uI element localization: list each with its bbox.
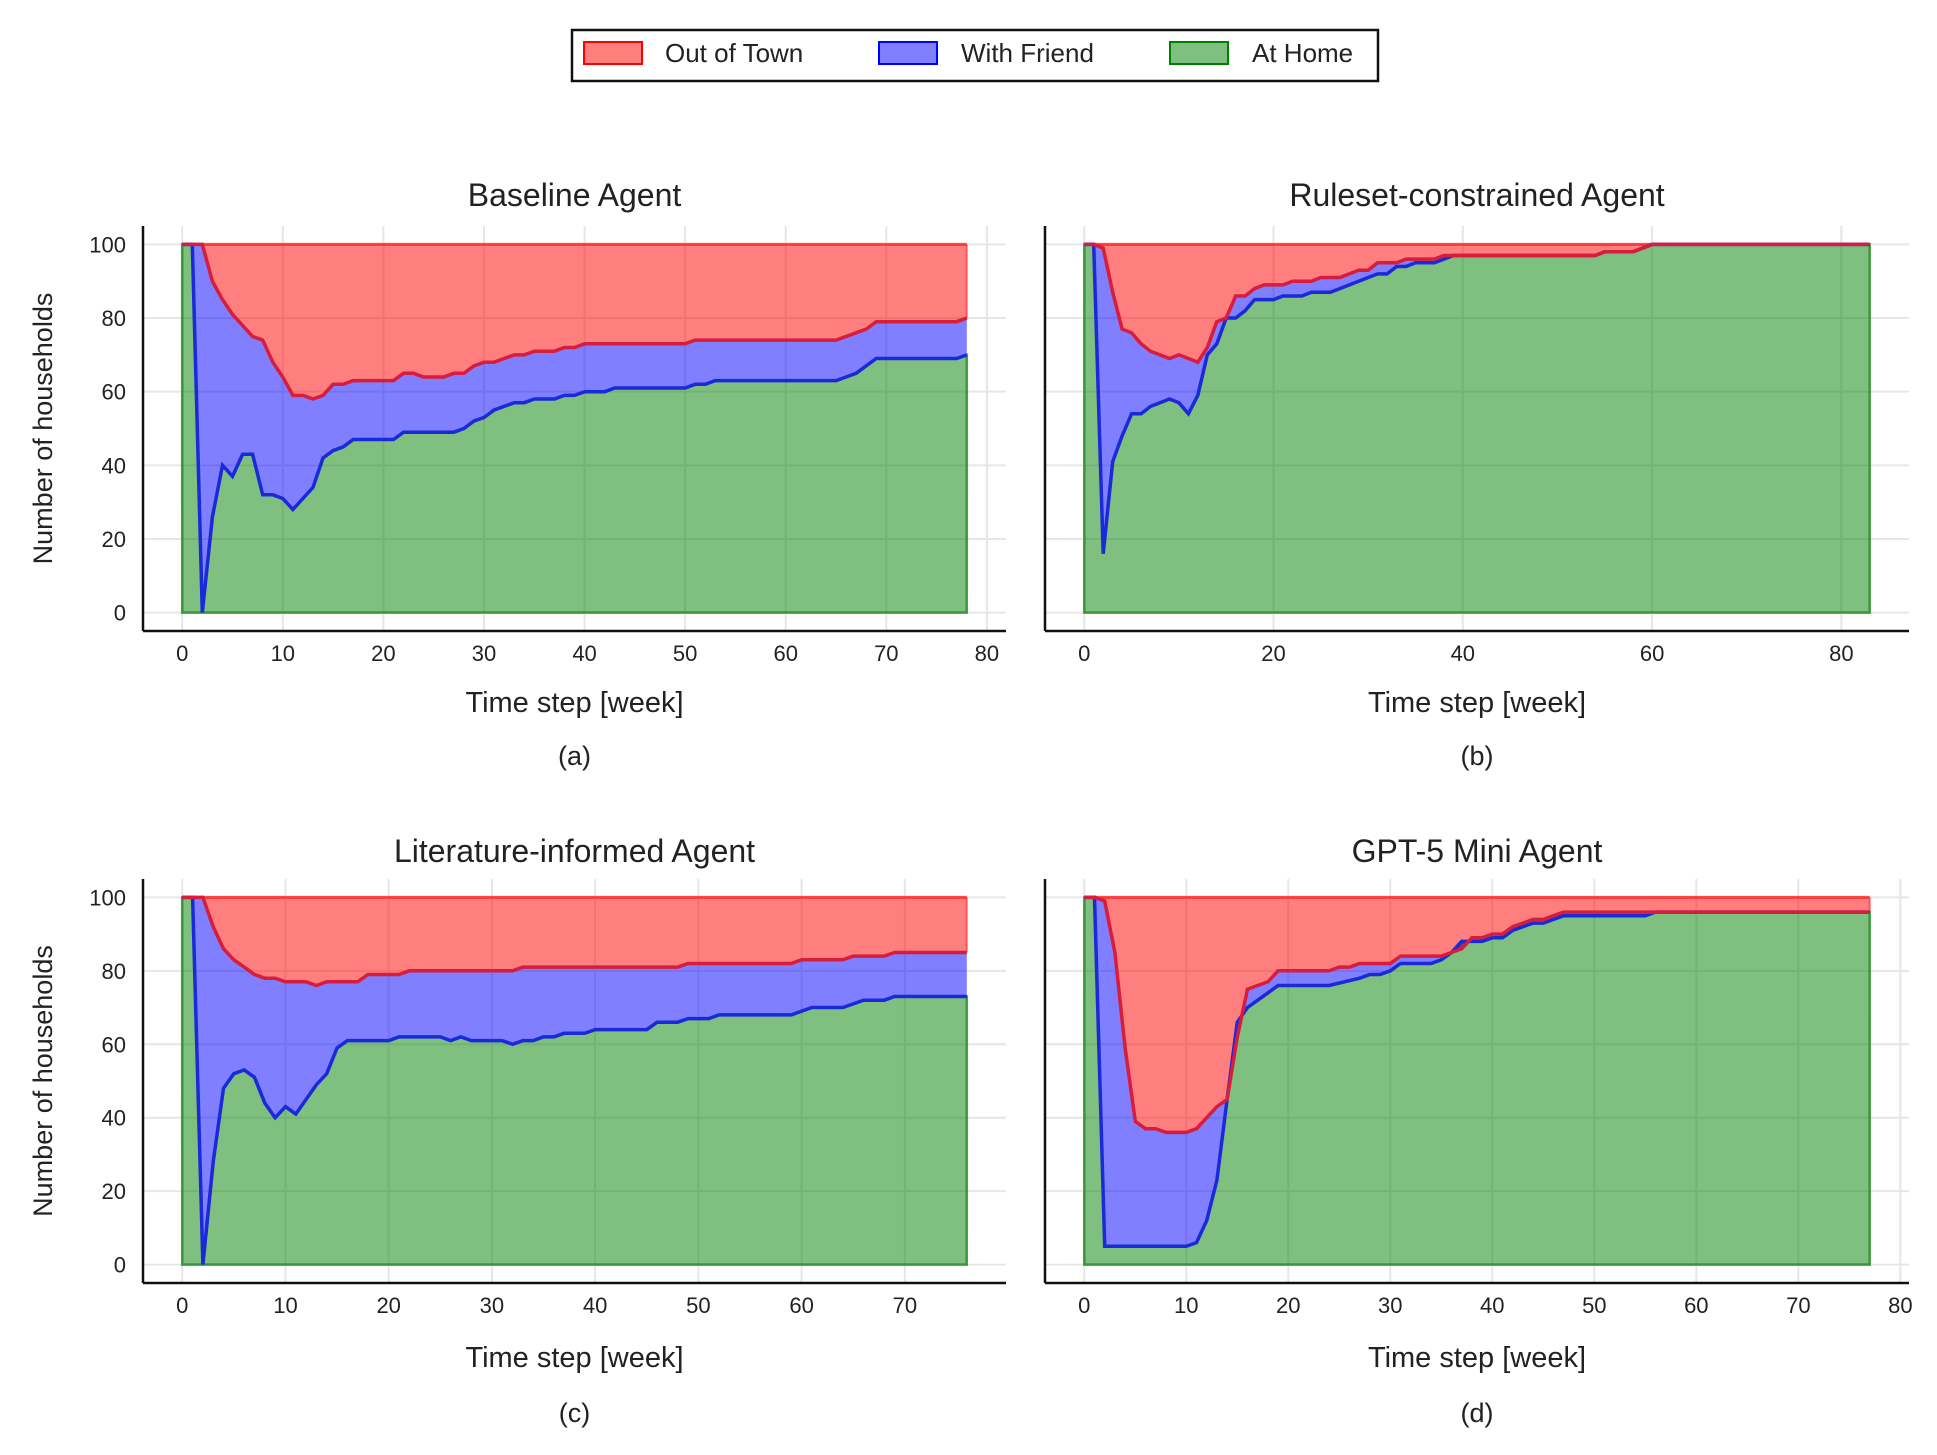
x-tick-label: 10 — [1174, 1293, 1198, 1318]
x-tick-label: 80 — [1829, 641, 1853, 666]
legend-swatch-at-home — [1169, 41, 1229, 65]
line-at-home — [182, 895, 967, 1265]
x-tick-label: 30 — [1378, 1293, 1402, 1318]
x-tick-label: 30 — [472, 641, 496, 666]
chart-panel-c: 0 10 20 30 40 50 60 70 0 20 40 60 80 100 Number of hou… — [28, 833, 1006, 1428]
x-tick-label: 60 — [773, 641, 797, 666]
y-tick-label: 80 — [102, 306, 126, 331]
x-tick-label: 80 — [975, 641, 999, 666]
chart-title: Literature-informed Agent — [394, 833, 755, 869]
legend-label-out-of-town: Out of Town — [665, 38, 803, 68]
y-tick-label: 60 — [102, 1032, 126, 1057]
x-tick-label: 70 — [874, 641, 898, 666]
line-at-home — [182, 242, 968, 613]
line-at-home — [1084, 242, 1870, 554]
x-tick-label: 70 — [1786, 1293, 1810, 1318]
area-out-of-town — [1084, 244, 1870, 363]
x-axis-label: Time step [week] — [1368, 1342, 1586, 1374]
line-with-friend-top — [1084, 895, 1870, 1135]
x-tick-label: 0 — [176, 1293, 188, 1318]
x-tick-label: 40 — [583, 1293, 607, 1318]
chart-title: GPT-5 Mini Agent — [1352, 833, 1603, 869]
chart-panel-b: 0 20 40 60 80 Ruleset-constrained Agent Time s… — [1043, 177, 1909, 771]
line-with-friend-top — [1084, 242, 1870, 365]
x-tick-label: 0 — [1078, 1293, 1090, 1318]
chart-title: Ruleset-constrained Agent — [1289, 177, 1664, 213]
area-out-of-town — [1084, 897, 1870, 1133]
legend: Out of Town With Friend At Home — [570, 28, 1380, 83]
x-tick-label: 20 — [1261, 641, 1285, 666]
y-tick-label: 40 — [102, 453, 126, 478]
x-tick-label: 10 — [271, 641, 295, 666]
y-tick-label: 0 — [114, 601, 126, 626]
x-tick-label: 30 — [480, 1293, 504, 1318]
x-tick-label: 10 — [273, 1293, 297, 1318]
area-out-of-town — [182, 244, 967, 399]
x-tick-label: 0 — [1078, 641, 1090, 666]
x-tick-label: 20 — [376, 1293, 400, 1318]
x-axis-label: Time step [week] — [465, 1342, 683, 1374]
y-tick-label: 100 — [89, 885, 126, 910]
chart-panel-a: 0 10 20 30 40 50 60 70 80 0 20 40 60 80 100 Number of h… — [28, 177, 1006, 771]
line-with-friend-top — [182, 895, 967, 988]
x-tick-label: 40 — [572, 641, 596, 666]
x-tick-label: 70 — [893, 1293, 917, 1318]
x-tick-label: 20 — [371, 641, 395, 666]
y-tick-label: 60 — [102, 380, 126, 405]
x-tick-label: 50 — [686, 1293, 710, 1318]
x-tick-label: 40 — [1451, 641, 1475, 666]
y-tick-label: 80 — [102, 959, 126, 984]
panel-caption: (d) — [1461, 1398, 1494, 1428]
line-with-friend-top — [182, 242, 968, 401]
x-axis-label: Time step [week] — [465, 687, 683, 719]
x-tick-label: 60 — [789, 1293, 813, 1318]
legend-swatch-with-friend — [878, 41, 938, 65]
y-tick-label: 20 — [102, 1179, 126, 1204]
x-tick-label: 50 — [1582, 1293, 1606, 1318]
area-with-friend — [182, 897, 967, 1265]
legend-label-with-friend: With Friend — [961, 38, 1094, 68]
y-tick-label: 40 — [102, 1106, 126, 1131]
x-axis-label: Time step [week] — [1368, 687, 1586, 719]
x-tick-label: 50 — [673, 641, 697, 666]
x-tick-label: 20 — [1276, 1293, 1300, 1318]
y-tick-label: 20 — [102, 527, 126, 552]
chart-panel-d: 0 10 20 30 40 50 60 70 80 GPT-5 Mini Agent Time st… — [1043, 833, 1913, 1428]
y-tick-label: 100 — [89, 232, 126, 257]
y-axis-label: Number of households — [28, 945, 58, 1217]
y-axis-label: Number of households — [28, 293, 58, 565]
panel-caption: (a) — [558, 741, 591, 771]
x-tick-label: 40 — [1480, 1293, 1504, 1318]
line-at-home — [1084, 895, 1870, 1249]
x-tick-label: 80 — [1888, 1293, 1912, 1318]
chart-title: Baseline Agent — [468, 177, 682, 213]
legend-frame — [570, 28, 1380, 83]
x-tick-label: 0 — [176, 641, 188, 666]
x-tick-label: 60 — [1684, 1293, 1708, 1318]
legend-swatch-out-of-town — [583, 41, 643, 65]
legend-label-at-home: At Home — [1252, 38, 1353, 68]
panel-caption: (b) — [1461, 741, 1494, 771]
panel-caption: (c) — [559, 1398, 590, 1428]
y-tick-label: 0 — [114, 1253, 126, 1278]
area-with-friend — [182, 244, 967, 613]
x-tick-label: 60 — [1640, 641, 1664, 666]
